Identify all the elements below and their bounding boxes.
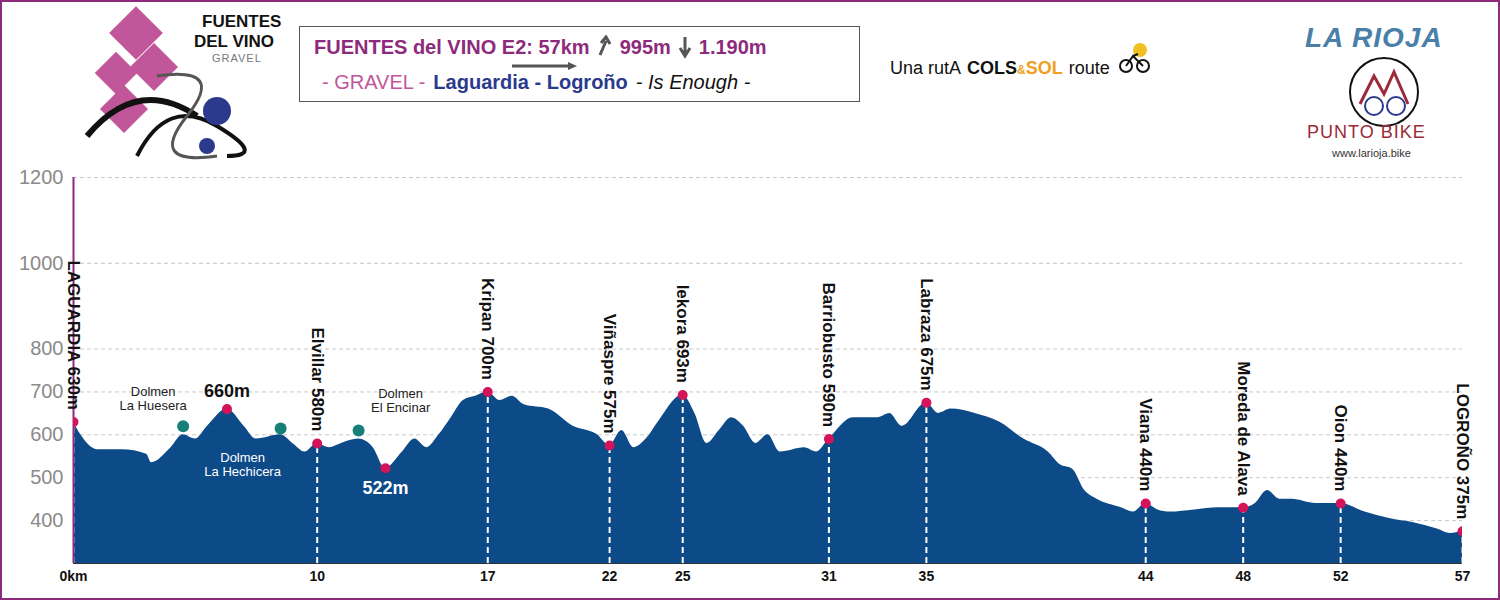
html-text:www.larioja.bike: www.larioja.bike: [1332, 147, 1411, 159]
svg-text:Iekora 693m: Iekora 693m: [673, 285, 692, 383]
svg-text:1000: 1000: [19, 252, 64, 274]
html-text:1.190m: 1.190m: [698, 35, 767, 58]
svg-text:35: 35: [919, 568, 935, 584]
svg-text:Kripan 700m: Kripan 700m: [478, 278, 497, 380]
svg-text:DolmenLa Huesera: DolmenLa Huesera: [120, 384, 188, 413]
svg-text:48: 48: [1235, 568, 1251, 584]
html-text:FUENTES: FUENTES: [202, 12, 282, 31]
svg-text:500: 500: [30, 466, 63, 488]
svg-text:600: 600: [30, 423, 63, 445]
svg-text:52: 52: [1333, 568, 1349, 584]
svg-text:0km: 0km: [59, 568, 87, 584]
svg-text:LAGUARDIA 630m: LAGUARDIA 630m: [64, 260, 83, 410]
svg-text:522m: 522m: [362, 478, 408, 498]
html-text:Una rutA COLS&SOL route: Una rutA COLS&SOL route: [890, 58, 1110, 78]
html-text:PUNTO BIKE: PUNTO BIKE: [1307, 122, 1426, 142]
svg-text:Oion 440m: Oion 440m: [1331, 405, 1350, 492]
svg-text:22: 22: [602, 568, 618, 584]
svg-text:800: 800: [30, 337, 63, 359]
svg-text:DolmenLa Hechicera: DolmenLa Hechicera: [204, 450, 281, 479]
html-text:995m: 995m: [619, 35, 671, 58]
svg-text:Labraza 675m: Labraza 675m: [917, 278, 936, 390]
svg-text:57: 57: [1455, 568, 1471, 584]
svg-text:1200: 1200: [19, 166, 64, 188]
html-text:DEL VINO: DEL VINO: [194, 32, 274, 51]
svg-text:660m: 660m: [204, 381, 250, 401]
svg-text:10: 10: [309, 568, 325, 584]
svg-text:400: 400: [30, 509, 63, 531]
svg-text:Moreda de Alava: Moreda de Alava: [1234, 361, 1253, 496]
svg-text:44: 44: [1138, 568, 1154, 584]
svg-text:17: 17: [480, 568, 496, 584]
svg-text:Elvillar 580m: Elvillar 580m: [308, 327, 327, 431]
svg-text:DolmenEl Encinar: DolmenEl Encinar: [371, 386, 431, 415]
svg-text:31: 31: [821, 568, 837, 584]
html-text:LA RIOJA: LA RIOJA: [1305, 22, 1443, 53]
svg-text:LOGROÑO 375m: LOGROÑO 375m: [1453, 383, 1473, 519]
svg-text:25: 25: [675, 568, 691, 584]
html-text:GRAVEL: GRAVEL: [212, 52, 262, 64]
svg-text:Viana 440m: Viana 440m: [1136, 398, 1155, 491]
html-text:FUENTES del VINO E2: 57km: FUENTES del VINO E2: 57km: [314, 35, 590, 58]
html-text:- GRAVEL - Laguardia - Logroño: - GRAVEL - Laguardia - Logroño - Is Enou…: [322, 71, 751, 93]
svg-text:Viñaspre 575m: Viñaspre 575m: [600, 314, 619, 434]
svg-text:Barriobusto 590m: Barriobusto 590m: [819, 283, 838, 428]
svg-text:700: 700: [30, 380, 63, 402]
